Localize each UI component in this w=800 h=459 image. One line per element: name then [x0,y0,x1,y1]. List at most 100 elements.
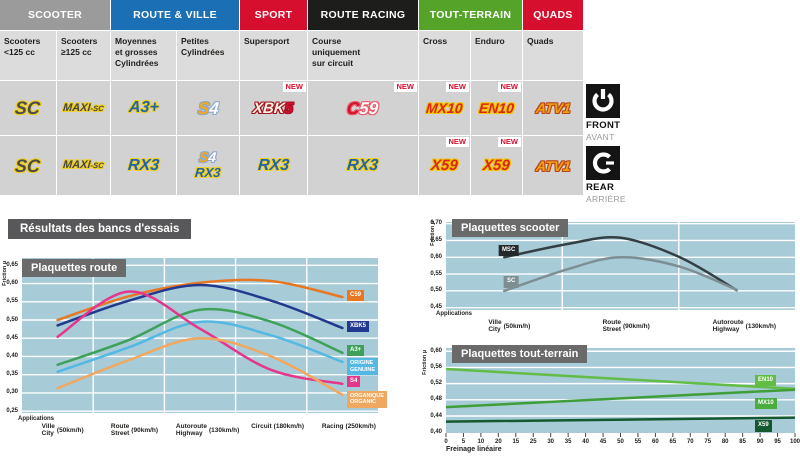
x-tick-label: 35 [564,439,572,445]
y-tick-label: 0,65 [430,236,442,243]
series-line-xbk5 [56,283,344,330]
y-tick-label: 0,55 [6,298,18,305]
y-tick-label: 0,45 [430,304,442,311]
x-category-speed: (50km/h) [56,426,84,434]
rear-cell-rx3: RX3 [240,136,307,195]
offroad-chart-x-axis-label: Freinage linéaire [446,446,502,453]
x-tick-label: 70 [686,439,694,445]
subcategory-moyennes: Moyennes et grosses Cylindrées [111,31,176,80]
logo-text: EN10 [478,100,515,116]
series-line-x59 [446,416,795,423]
scooter-chart-title: Plaquettes scooter [452,219,569,237]
product-logo-atv1: ATV1 [534,157,572,174]
x-tick-label: 90 [756,439,764,445]
x-tick-label: 45 [599,439,607,445]
avant-label: AVANT [586,132,615,142]
series-label-c59: C59 [347,290,365,302]
y-tick-label: 0,60 [6,280,18,287]
category-header-scooter: SCOOTER [0,0,110,30]
series-label-a3: A3+ [347,345,365,357]
x-category-label-ville: Ville City (50km/h) [488,319,530,333]
rear-cell-x59: NEW X59 [471,136,522,195]
series-line-en10 [446,367,795,391]
category-header-sport: SPORT [240,0,307,30]
product-logo-x59: X59 [430,157,458,174]
logo-text: RX3 [194,165,222,181]
series-label-s4: S4 [347,375,361,387]
logo-text: SC [14,155,42,176]
subcategory-quads: Quads [523,31,583,80]
series-label-organique: ORGANIQUE ORGANIC [347,390,387,408]
logo-text: -SC [90,161,105,170]
y-tick-label: 0,30 [6,389,18,396]
front-label: FRONT [586,120,621,131]
x-category-speed: (90km/h) [131,426,159,434]
x-tick-label: 20 [495,439,502,445]
x-category-label-autoroute: Autoroute Highway (130km/h) [713,319,776,333]
y-tick-label: 0,48 [430,396,442,403]
y-tick-label: 0,40 [430,428,442,435]
x-tick-label: 15 [512,439,520,445]
subcategory-course: Course uniquement sur circuit [308,31,418,80]
x-category-label-route: Route Street (90km/h) [111,423,158,437]
series-line-c59 [56,278,344,322]
new-badge: NEW [393,82,417,93]
logo-text: 5 [284,99,295,117]
subcategory-cross: Cross [419,31,470,80]
x-tick-label: 0 [444,439,448,445]
product-logo-a3: A3+ [127,99,160,116]
x-tick-label: 25 [529,439,537,445]
new-badge: NEW [282,82,306,93]
series-label-xbk5: XBK5 [347,321,370,333]
y-tick-label: 0,45 [6,334,18,341]
subcategory-enduro: Enduro [471,31,522,80]
product-logo-rx3: RX3 [346,156,380,174]
category-header-quads: QUADS [523,0,583,30]
category-header-route-racing: ROUTE RACING [308,0,418,30]
product-logo-en10: EN10 [478,100,515,116]
x-category-speed: (250km/h) [345,423,376,431]
scooter-plot-svg [446,222,795,310]
x-tick-label: 50 [617,439,624,445]
y-tick-label: 0,70 [430,220,442,227]
logo-text: -SC [90,103,105,113]
category-header-tout-terrain: TOUT-TERRAIN [419,0,522,30]
road-chart-y-axis-label: Friction µ [2,261,8,286]
logo-text: 59 [358,98,380,118]
x-category-speed: (90km/h) [623,322,650,330]
y-tick-label: 0,50 [430,287,442,294]
logo-text: A3+ [127,99,160,116]
x-tick-label: 10 [477,439,485,445]
logo-text: 4 [208,149,218,166]
product-logo-c59: C59 [347,98,380,118]
x-tick-label: 40 [582,439,589,445]
logo-text: RX3 [346,156,380,174]
series-label-mx10: MX10 [755,397,777,409]
x-tick-label: 75 [704,439,712,445]
y-tick-label: 0,40 [6,352,18,359]
rear-cell-rx3: RX3 [308,136,418,195]
logo-text: 4 [208,98,220,118]
series-label-en10: EN10 [755,375,777,387]
product-logo-atv1: ATV1 [535,100,571,116]
y-tick-label: 0,60 [430,253,442,260]
x-category-label-ville: Ville City (50km/h) [42,423,84,437]
x-category-name: Circuit [251,423,272,430]
x-tick-label: 5 [461,439,466,445]
rear-cell-rx3: RX3 [111,136,176,195]
scooter-chart-y-axis-label: Friction µ [430,221,436,246]
x-category-name: Autoroute Highway [175,423,207,438]
product-logo-sc: SC [15,98,42,118]
y-tick-label: 0,55 [430,270,442,277]
x-category-name: Ville City [488,319,502,334]
x-category-speed: (130km/h) [745,322,777,330]
series-line-s4 [56,290,344,386]
logo-text: MX10 [425,100,464,116]
y-tick-label: 0,35 [6,371,18,378]
series-label-origine: ORIGINE GENUINE [347,358,379,376]
product-logo-rx3: RX3 [257,157,290,174]
x-category-speed: (130km/h) [208,426,240,434]
front-cell-sc: SC [0,81,56,135]
applications-label: Applications [436,311,473,317]
logo-text: ATV1 [534,157,572,174]
